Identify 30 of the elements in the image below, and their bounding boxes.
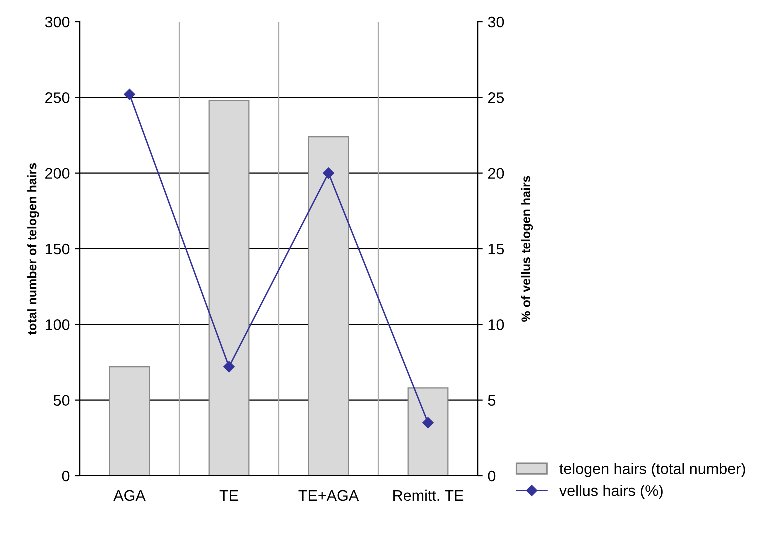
- y2-tick-label: 0: [488, 470, 496, 482]
- y2-tick-label: 10: [488, 320, 504, 330]
- point: [323, 168, 334, 179]
- x-tick-label: Remitt. TE: [394, 490, 464, 502]
- point: [422, 417, 434, 429]
- bar: [408, 388, 449, 476]
- y-tick-label: 100: [46, 320, 70, 330]
- point: [224, 361, 235, 373]
- bar: [208, 100, 250, 476]
- y-tick-label: 300: [45, 16, 70, 28]
- y2-tick-label: 30: [488, 16, 504, 28]
- bar: [109, 366, 150, 476]
- y-tick-label: 200: [46, 168, 70, 180]
- legend-label: vellus hairs (%): [559, 485, 663, 500]
- y2-tick-label: 15: [488, 244, 504, 255]
- y2-tick-label: 20: [488, 168, 504, 180]
- x-tick-label: TE+AGA: [298, 490, 360, 502]
- bar: [308, 136, 350, 476]
- y2-axis-title: % of vellus telogen hairs: [521, 176, 534, 322]
- y-tick-label: 0: [62, 470, 70, 482]
- x-tick-label: TE: [220, 490, 238, 501]
- point: [124, 89, 136, 100]
- x-tick-label: AGA: [114, 490, 146, 502]
- y2-tick-label: 5: [488, 395, 496, 406]
- y-tick-label: 250: [46, 92, 70, 104]
- y-tick-label: 50: [54, 395, 70, 406]
- y-axis-title: total number of telogen hairs: [28, 163, 40, 335]
- legend-label: telogen hairs (total number): [560, 463, 746, 478]
- y2-tick-label: 25: [488, 92, 504, 104]
- y-tick-label: 150: [46, 244, 70, 255]
